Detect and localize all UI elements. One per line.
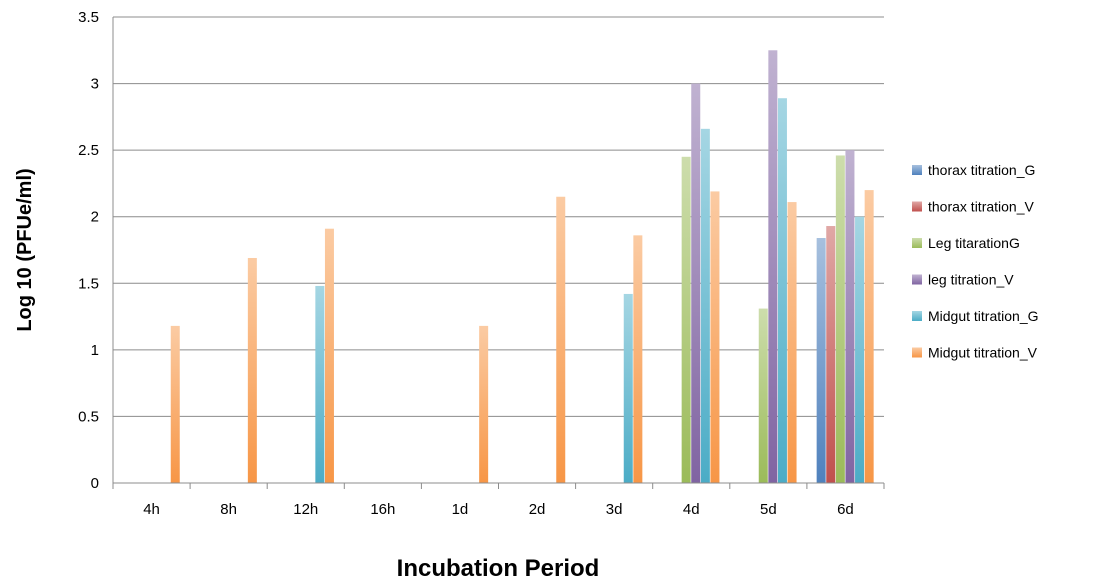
- x-tick-label: 2d: [529, 501, 546, 518]
- bar-midgut-titration-v-8h: [247, 257, 257, 483]
- bar-leg-titration-v-6d: [845, 150, 855, 483]
- legend-label: leg titration_V: [928, 272, 1014, 288]
- y-tick-label: 3: [91, 76, 99, 93]
- legend-swatch: [912, 311, 922, 321]
- bar-leg-titarationg-4d: [681, 156, 691, 484]
- legend-label: Midgut titration_G: [928, 308, 1039, 324]
- legend-label: thorax titration_V: [928, 199, 1034, 215]
- bar-leg-titarationg-5d: [758, 308, 768, 483]
- bar-thorax-titration-v-6d: [826, 226, 836, 483]
- bar-midgut-titration-v-12h: [324, 228, 334, 483]
- legend-swatch: [912, 274, 922, 285]
- bar-thorax-titration-g-6d: [816, 238, 826, 483]
- y-axis-title: Log 10 (PFUe/ml): [14, 168, 36, 331]
- y-tick-label: 0: [91, 475, 99, 492]
- y-tick-label: 1: [91, 342, 99, 359]
- x-tick-label: 6d: [837, 501, 854, 518]
- bar-midgut-titration-v-1d: [479, 325, 489, 483]
- bar-midgut-titration-g-3d: [623, 293, 633, 483]
- bar-midgut-titration-g-12h: [315, 285, 325, 483]
- x-tick-label: 4h: [143, 501, 160, 518]
- y-tick-labels: 0 0.5 1 1.5 2 2.5 3 3.5: [78, 9, 99, 492]
- gridlines: [113, 16, 884, 484]
- x-tick-labels: 4h 8h 12h 16h 1d 2d 3d 4d 5d 6d: [143, 501, 854, 518]
- legend-swatch: [912, 201, 922, 212]
- bar-midgut-titration-v-4d: [710, 191, 720, 484]
- axes: [112, 17, 885, 489]
- legend-swatch: [912, 347, 922, 358]
- x-tick-label: 3d: [606, 501, 623, 518]
- bar-midgut-titration-v-3d: [633, 235, 643, 483]
- bar-midgut-titration-g-5d: [777, 98, 787, 483]
- legend-swatch: [912, 165, 922, 175]
- x-tick-label: 12h: [293, 501, 318, 518]
- y-tick-label: 3.5: [78, 9, 99, 26]
- x-tick-label: 4d: [683, 501, 700, 518]
- x-tick-label: 16h: [370, 501, 395, 518]
- bar-leg-titration-v-5d: [768, 50, 778, 483]
- legend-swatch: [912, 238, 922, 248]
- y-tick-label: 0.5: [78, 408, 99, 425]
- bar-midgut-titration-g-4d: [700, 128, 710, 483]
- bar-leg-titration-v-4d: [691, 83, 701, 483]
- bar-midgut-titration-g-6d: [855, 216, 865, 483]
- bar-leg-titarationg-6d: [835, 155, 845, 483]
- y-tick-label: 2: [91, 209, 99, 226]
- bar-midgut-titration-v-2d: [556, 196, 566, 484]
- x-tick-label: 5d: [760, 501, 777, 518]
- x-tick-label: 1d: [452, 501, 469, 518]
- y-tick-label: 2.5: [78, 142, 99, 159]
- x-axis-title: Incubation Period: [397, 555, 600, 582]
- bar-midgut-titration-v-6d: [864, 190, 874, 483]
- x-tick-label: 8h: [220, 501, 237, 518]
- legend-label: Midgut titration_V: [928, 345, 1038, 361]
- legend-label: thorax titration_G: [928, 162, 1035, 178]
- y-tick-label: 1.5: [78, 275, 99, 292]
- legend-label: Leg titarationG: [928, 235, 1020, 251]
- bar-midgut-titration-v-4h: [170, 325, 180, 483]
- bar-midgut-titration-v-5d: [787, 202, 797, 483]
- bars: [170, 50, 874, 484]
